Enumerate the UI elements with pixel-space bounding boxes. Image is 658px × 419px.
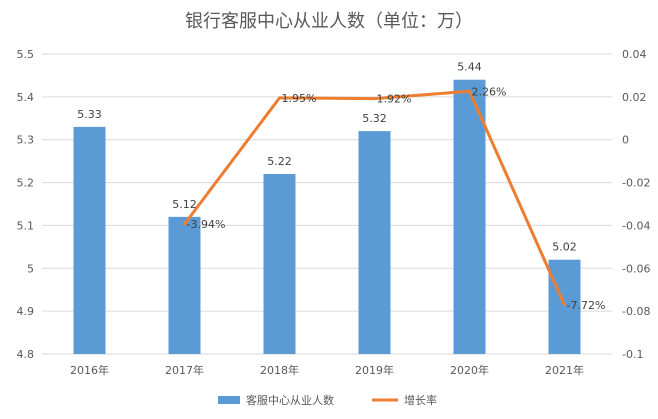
x-tick-label: 2019年: [355, 363, 394, 377]
grid-lines: [42, 53, 612, 355]
line-value-label: 1.95%: [282, 92, 317, 105]
left-tick-label: 4.8: [17, 348, 35, 361]
right-tick-label: 0.04: [622, 48, 647, 61]
line-value-label: -3.94%: [187, 218, 226, 231]
left-tick-label: 5.2: [17, 177, 35, 190]
line-point: [373, 97, 376, 101]
line-point: [563, 303, 566, 307]
bar-value-label: 5.12: [172, 198, 197, 211]
bar: [358, 131, 391, 354]
data-labels: 5.33 5.12 5.22 5.32 5.44 5.02 -3.94% 1.95% 1.92%…: [77, 61, 605, 312]
legend: 客服中心从业人数 增长率: [218, 393, 437, 407]
left-tick-label: 5.5: [17, 48, 35, 61]
left-axis: 5.5 5.4 5.3 5.2 5.1 5 4.9 4.8: [17, 48, 35, 361]
x-tick-label: 2017年: [165, 363, 204, 377]
bar: [453, 79, 486, 354]
left-tick-label: 5.3: [17, 134, 35, 147]
line-point: [183, 222, 186, 226]
line-value-label: -7.72%: [567, 299, 606, 312]
bar: [73, 126, 106, 354]
legend-swatch-bar: [218, 396, 240, 404]
bar: [548, 259, 581, 354]
x-tick-label: 2018年: [260, 363, 299, 377]
line-point: [278, 96, 281, 100]
right-tick-label: -0.04: [622, 219, 650, 232]
chart-title: 银行客服中心从业人数（单位：万）: [185, 11, 473, 32]
x-tick-label: 2020年: [450, 363, 489, 377]
right-tick-label: 0: [622, 134, 629, 147]
left-tick-label: 5.1: [17, 219, 35, 232]
bar-value-label: 5.22: [267, 155, 292, 168]
x-tick-label: 2021年: [545, 363, 584, 377]
left-tick-label: 5: [27, 262, 34, 275]
legend-label-bar: 客服中心从业人数: [246, 393, 334, 407]
x-tick-label: 2016年: [70, 363, 109, 377]
right-tick-label: 0.02: [622, 91, 647, 104]
right-axis: 0.04 0.02 0 -0.02 -0.04 -0.06 -0.08 -0.1: [622, 48, 650, 361]
right-tick-label: -0.1: [622, 348, 643, 361]
line-value-label: 1.92%: [377, 93, 412, 106]
bar-value-label: 5.02: [552, 241, 577, 254]
legend-label-line: 增长率: [404, 393, 437, 407]
line-point: [468, 89, 471, 93]
right-tick-label: -0.06: [622, 262, 650, 275]
left-tick-label: 5.4: [17, 91, 35, 104]
right-tick-label: -0.08: [622, 305, 650, 318]
bar-value-label: 5.32: [362, 112, 387, 125]
x-axis: 2016年 2017年 2018年 2019年 2020年 2021年: [70, 363, 584, 377]
left-tick-label: 4.9: [17, 305, 35, 318]
bar-series: [73, 79, 581, 354]
bar-value-label: 5.33: [77, 108, 102, 121]
line-series: [183, 89, 566, 307]
line-value-label: 2.26%: [472, 85, 507, 98]
bar: [168, 216, 201, 354]
bar-value-label: 5.44: [457, 61, 482, 74]
right-tick-label: -0.02: [622, 177, 650, 190]
bar: [263, 174, 296, 354]
